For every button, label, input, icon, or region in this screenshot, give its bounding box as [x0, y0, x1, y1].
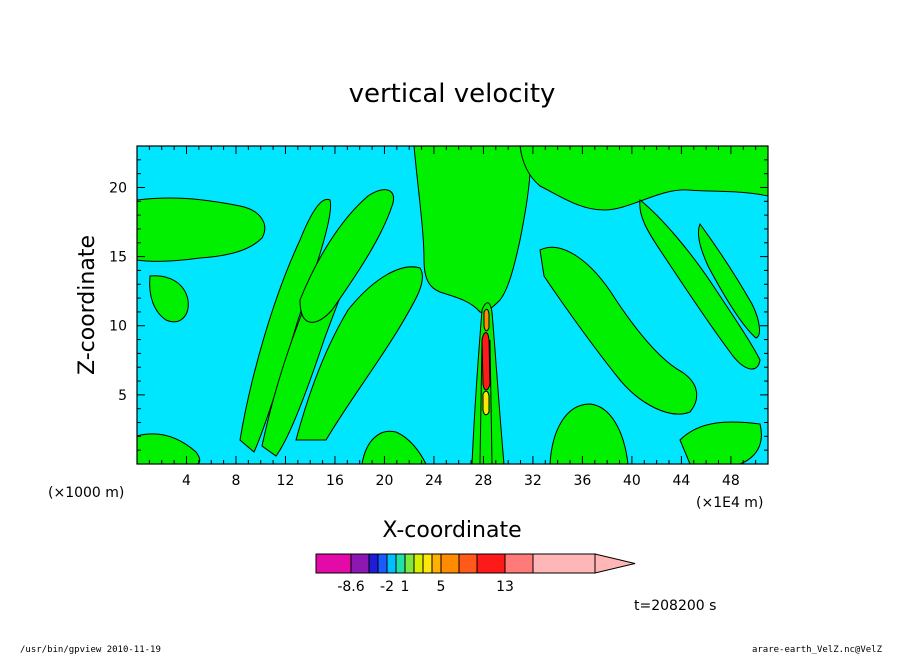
colorbar-cell [440, 553, 460, 574]
x-tick-label: 4 [182, 473, 191, 489]
x-axis: 4 8 12 16 20 24 28 32 36 40 44 48 [148, 146, 757, 489]
x-tick-label: 12 [277, 473, 295, 489]
x-axis-label: X-coordinate [382, 518, 521, 543]
colorbar-cell [404, 553, 415, 574]
colorbar-arrow [594, 553, 636, 574]
band-right-upper [519, 145, 769, 211]
colorbar-label: -8.6 [337, 579, 364, 595]
colorbar-cell [422, 553, 433, 574]
strong-core [479, 308, 493, 465]
y-tick-label: 20 [109, 180, 127, 196]
band-8 [679, 421, 762, 465]
colorbar-cell [368, 553, 379, 574]
x-tick-label: 8 [232, 473, 241, 489]
x-unit-right: (×1E4 m) [696, 495, 763, 511]
y-axis: 5 10 15 20 [109, 159, 768, 451]
y-tick-label: 10 [109, 319, 127, 335]
colorbar-label: 5 [437, 579, 446, 595]
colorbar-cell [315, 553, 352, 574]
patch-left-mid [149, 275, 189, 323]
x-tick-label: 48 [722, 473, 740, 489]
core-orange [483, 308, 490, 332]
colorbar-cell [350, 553, 370, 574]
time-label: t=208200 s [634, 598, 716, 614]
core-line-1 [479, 339, 483, 465]
colorbar-label: -2 [380, 579, 394, 595]
x-tick-label: 32 [524, 473, 542, 489]
colorbar-cell [413, 553, 424, 574]
core-line-2 [489, 339, 493, 465]
patch-left-upper [136, 197, 266, 262]
colorbar [315, 553, 636, 574]
band-3 [295, 266, 424, 441]
updraft-patches [136, 145, 769, 465]
x-unit-left: (×1000 m) [48, 485, 124, 501]
footer-right: arare-earth_VelZ.nc@VelZ [752, 645, 883, 654]
y-axis-label: Z-coordinate [75, 235, 100, 375]
center-plume [413, 145, 531, 313]
chart-title: vertical velocity [349, 79, 556, 109]
colorbar-cell [476, 553, 506, 574]
y-tick-label: 15 [109, 250, 127, 266]
x-tick-label: 36 [573, 473, 591, 489]
x-tick-label: 44 [672, 473, 690, 489]
patch-bottom-right [549, 403, 629, 465]
colorbar-cell [395, 553, 406, 574]
colorbar-cell [458, 553, 478, 574]
colorbar-label: 13 [496, 579, 514, 595]
core-red [481, 332, 491, 391]
plot-area [136, 145, 769, 465]
colorbar-cell [504, 553, 534, 574]
x-tick-label: 20 [376, 473, 394, 489]
plot-frame [136, 145, 769, 465]
x-tick-label: 40 [623, 473, 641, 489]
footer-left: /usr/bin/gpview 2010-11-19 [20, 645, 161, 654]
colorbar-cell [532, 553, 596, 574]
colorbar-cell [431, 553, 442, 574]
x-tick-label: 16 [326, 473, 344, 489]
x-tick-label: 24 [425, 473, 443, 489]
colorbar-label: 1 [401, 579, 410, 595]
colorbar-cell [377, 553, 388, 574]
band-6 [639, 199, 761, 370]
band-4 [299, 189, 394, 323]
colorbar-cell [386, 553, 397, 574]
band-7 [697, 222, 760, 339]
y-tick-label: 5 [118, 388, 127, 404]
patch-bottom-mid [361, 430, 427, 465]
colorbar-labels: -8.6 -2 1 5 13 [337, 579, 514, 595]
core-yellow [482, 390, 490, 416]
x-tick-label: 28 [475, 473, 493, 489]
band-5 [539, 246, 698, 415]
